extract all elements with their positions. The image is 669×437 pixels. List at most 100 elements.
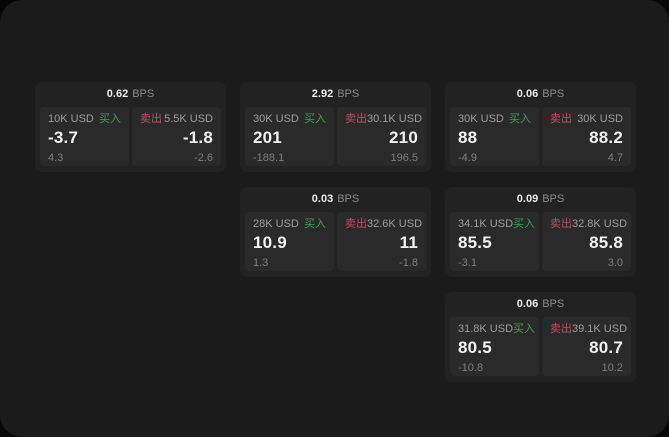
buy-top-row: 30K USD 买入	[458, 114, 531, 125]
sell-top-row: 卖出 32.8K USD	[550, 218, 627, 230]
sell-quote-panel[interactable]: 卖出 32.8K USD 85.8 3.0	[542, 212, 631, 271]
quote-body: 30K USD 买入 88 -4.9 卖出 30K USD 88.2 4.7	[445, 107, 636, 166]
buy-top-row: 10K USD 买入	[48, 114, 121, 125]
buy-amount: 30K USD	[458, 113, 504, 125]
quote-card-5: 0.09 BPS 34.1K USD 买入 85.5 -3.1 卖出 32.8K…	[445, 187, 636, 277]
sell-delta: 10.2	[601, 362, 623, 374]
quote-card-1: 0.62 BPS 10K USD 买入 -3.7 4.3 卖出 5.5K USD…	[35, 82, 226, 172]
sell-price: 88.2	[589, 128, 623, 147]
buy-side-label: 买入	[99, 113, 121, 125]
buy-delta: 4.3	[48, 152, 64, 164]
buy-price: -3.7	[48, 128, 79, 147]
sell-delta: 4.7	[607, 152, 623, 164]
sell-top-row: 卖出 32.6K USD	[345, 218, 422, 230]
sell-delta: -1.8	[399, 257, 418, 269]
spread-unit-label: BPS	[542, 193, 565, 205]
spread-value: 0.03	[311, 193, 334, 205]
spread-unit-label: BPS	[542, 298, 565, 310]
sell-quote-panel[interactable]: 卖出 5.5K USD -1.8 -2.6	[132, 107, 221, 166]
buy-amount: 34.1K USD	[458, 218, 514, 230]
quote-body: 31.8K USD 买入 80.5 -10.8 卖出 39.1K USD 80.…	[445, 317, 636, 376]
buy-delta: 1.3	[253, 257, 269, 269]
buy-top-row: 30K USD 买入	[253, 114, 326, 125]
buy-price: 85.5	[458, 233, 492, 252]
buy-side-label: 买入	[509, 113, 531, 125]
sell-amount: 39.1K USD	[572, 323, 628, 335]
buy-side-label: 买入	[304, 218, 326, 230]
quote-card-4: 0.03 BPS 28K USD 买入 10.9 1.3 卖出 32.6K US…	[240, 187, 431, 277]
buy-quote-panel[interactable]: 30K USD 买入 201 -188.1	[245, 107, 334, 166]
buy-top-row: 31.8K USD 买入	[458, 323, 535, 335]
sell-side-label: 卖出	[550, 323, 572, 335]
spread-unit-label: BPS	[542, 88, 565, 100]
spread-header: 0.06 BPS	[445, 292, 636, 317]
buy-side-label: 买入	[304, 113, 326, 125]
quote-card-6: 0.06 BPS 31.8K USD 买入 80.5 -10.8 卖出 39.1…	[445, 292, 636, 382]
sell-side-label: 卖出	[550, 113, 572, 125]
sell-side-label: 卖出	[345, 218, 367, 230]
buy-price: 80.5	[458, 338, 492, 357]
sell-amount: 30.1K USD	[367, 113, 423, 125]
buy-amount: 28K USD	[253, 218, 299, 230]
sell-amount: 32.6K USD	[367, 218, 423, 230]
spread-header: 0.06 BPS	[445, 82, 636, 107]
sell-price: 11	[399, 233, 418, 252]
sell-price: -1.8	[182, 128, 213, 147]
sell-delta: 196.5	[390, 152, 418, 164]
spread-header: 0.09 BPS	[445, 187, 636, 212]
sell-amount: 32.8K USD	[572, 218, 628, 230]
quote-card-3: 0.06 BPS 30K USD 买入 88 -4.9 卖出 30K USD 8…	[445, 82, 636, 172]
quote-body: 28K USD 买入 10.9 1.3 卖出 32.6K USD 11 -1.8	[240, 212, 431, 271]
sell-side-label: 卖出	[550, 218, 572, 230]
sell-side-label: 卖出	[140, 113, 162, 125]
sell-top-row: 卖出 30K USD	[550, 114, 623, 125]
sell-top-row: 卖出 39.1K USD	[550, 323, 627, 335]
buy-delta: -4.9	[458, 152, 477, 164]
spread-value: 0.06	[516, 88, 539, 100]
buy-price: 88	[458, 128, 478, 147]
buy-quote-panel[interactable]: 31.8K USD 买入 80.5 -10.8	[450, 317, 539, 376]
buy-price: 201	[253, 128, 282, 147]
spread-unit-label: BPS	[337, 193, 360, 205]
sell-quote-panel[interactable]: 卖出 30.1K USD 210 196.5	[337, 107, 426, 166]
quote-body: 10K USD 买入 -3.7 4.3 卖出 5.5K USD -1.8 -2.…	[35, 107, 226, 166]
buy-quote-panel[interactable]: 10K USD 买入 -3.7 4.3	[40, 107, 129, 166]
quote-card-2: 2.92 BPS 30K USD 买入 201 -188.1 卖出 30.1K …	[240, 82, 431, 172]
sell-quote-panel[interactable]: 卖出 30K USD 88.2 4.7	[542, 107, 631, 166]
buy-quote-panel[interactable]: 28K USD 买入 10.9 1.3	[245, 212, 334, 271]
spread-value: 0.06	[516, 298, 539, 310]
sell-quote-panel[interactable]: 卖出 32.6K USD 11 -1.8	[337, 212, 426, 271]
quote-body: 30K USD 买入 201 -188.1 卖出 30.1K USD 210 1…	[240, 107, 431, 166]
buy-side-label: 买入	[513, 218, 536, 230]
buy-delta: -188.1	[253, 152, 285, 164]
sell-side-label: 卖出	[345, 113, 367, 125]
sell-price: 85.8	[589, 233, 623, 252]
spread-header: 0.03 BPS	[240, 187, 431, 212]
sell-delta: 3.0	[607, 257, 623, 269]
buy-delta: -10.8	[458, 362, 484, 374]
buy-amount: 10K USD	[48, 113, 94, 125]
spread-value: 0.09	[516, 193, 539, 205]
spread-value: 0.62	[106, 88, 129, 100]
buy-amount: 31.8K USD	[458, 323, 514, 335]
spread-value: 2.92	[311, 88, 334, 100]
sell-top-row: 卖出 5.5K USD	[140, 114, 213, 125]
sell-price: 210	[389, 128, 418, 147]
sell-top-row: 卖出 30.1K USD	[345, 113, 422, 125]
buy-quote-panel[interactable]: 30K USD 买入 88 -4.9	[450, 107, 539, 166]
buy-delta: -3.1	[458, 257, 477, 269]
buy-amount: 30K USD	[253, 113, 299, 125]
buy-quote-panel[interactable]: 34.1K USD 买入 85.5 -3.1	[450, 212, 539, 271]
buy-side-label: 买入	[513, 323, 536, 335]
sell-amount: 30K USD	[577, 113, 623, 125]
sell-quote-panel[interactable]: 卖出 39.1K USD 80.7 10.2	[542, 317, 631, 376]
quote-body: 34.1K USD 买入 85.5 -3.1 卖出 32.8K USD 85.8…	[445, 212, 636, 271]
spread-unit-label: BPS	[337, 88, 360, 100]
buy-price: 10.9	[253, 233, 287, 252]
sell-price: 80.7	[589, 338, 623, 357]
spread-header: 2.92 BPS	[240, 82, 431, 107]
spread-unit-label: BPS	[132, 88, 155, 100]
sell-delta: -2.6	[194, 152, 213, 164]
sell-amount: 5.5K USD	[164, 113, 213, 125]
